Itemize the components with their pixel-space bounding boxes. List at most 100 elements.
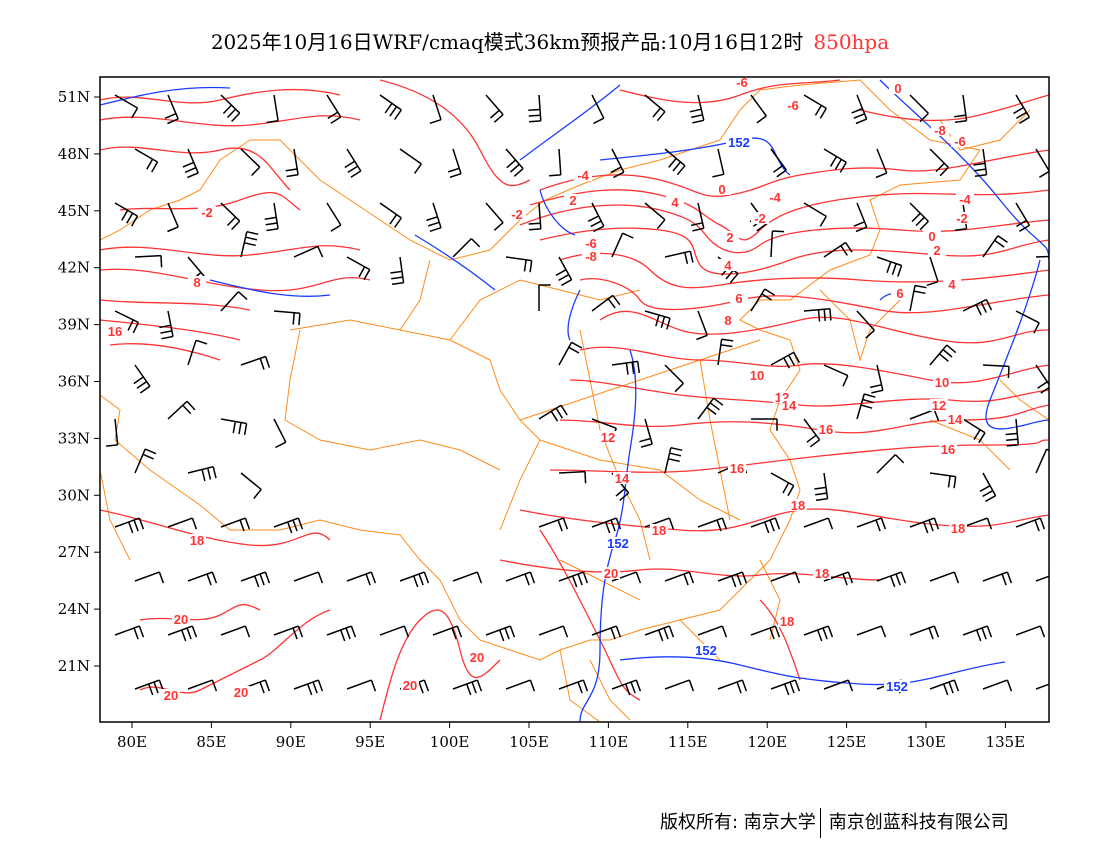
label-background — [582, 237, 600, 249]
height-contour-label: 152 — [728, 135, 750, 150]
temperature-contour-label: 14 — [615, 471, 630, 486]
temperature-contour-label: 10 — [750, 368, 764, 383]
wind-barb — [326, 202, 342, 232]
lon-label: 130E — [906, 733, 946, 751]
wind-barb — [823, 571, 854, 586]
temperature-contour-label: 14 — [948, 412, 963, 427]
wind-barb — [591, 294, 621, 312]
wind-barb — [485, 94, 504, 123]
wind-barb — [549, 148, 562, 177]
wind-barb — [346, 679, 377, 692]
wind-barb — [909, 202, 929, 231]
wind-barb — [1015, 517, 1046, 532]
label-background — [933, 376, 951, 388]
wind-barb — [485, 625, 516, 642]
label-background — [599, 431, 617, 443]
wind-barb — [273, 625, 304, 640]
temperature-contour-label: -4 — [577, 168, 589, 183]
wind-barb — [979, 472, 997, 503]
wind-barb — [326, 94, 342, 124]
wind-barb — [429, 94, 442, 125]
wind-barb — [823, 241, 853, 258]
lat-label: 30N — [58, 486, 90, 504]
wind-barb — [558, 341, 583, 366]
wind-barb — [220, 202, 241, 231]
lon-label: 110E — [589, 733, 629, 751]
label-background — [188, 534, 206, 546]
temperature-contour-label: -4 — [959, 192, 971, 207]
temperature-contour-label: 6 — [896, 286, 903, 301]
wind-barb — [293, 571, 324, 584]
label-background — [605, 537, 631, 549]
wind-barb — [875, 148, 888, 179]
province-lines — [284, 259, 761, 721]
label-background — [780, 399, 798, 411]
wind-barb — [134, 571, 165, 584]
label-background — [719, 259, 737, 271]
label-background — [162, 689, 180, 701]
wind-barb — [823, 364, 849, 387]
temperature-contour-label: -6 — [787, 98, 799, 113]
temperature-contour-label: 4 — [724, 258, 732, 273]
lon-label: 120E — [747, 733, 787, 751]
temperature-contour-label: 18 — [815, 566, 829, 581]
wind-barb — [528, 94, 542, 123]
wind-barb — [134, 254, 163, 268]
wind-barb — [973, 148, 988, 178]
wind-barb — [485, 202, 504, 231]
wind-barb — [664, 250, 694, 264]
wind-barb — [644, 94, 666, 122]
wind-barb — [167, 625, 198, 642]
wind-barb — [134, 448, 157, 474]
wind-barb — [870, 364, 884, 394]
wind-barb — [954, 94, 968, 124]
wind-barb — [750, 94, 767, 124]
label-background — [650, 524, 668, 536]
wind-barb — [558, 571, 589, 588]
wind-barb — [611, 232, 634, 258]
label-background — [813, 567, 831, 579]
wind-barb — [240, 230, 259, 258]
latitude-axis: 51N 48N 45N 42N 39N 36N 33N 30N 27N 24N 21N — [58, 88, 100, 675]
wind-barb — [909, 517, 940, 534]
lon-label: 115E — [668, 733, 708, 751]
wind-barb — [982, 571, 1013, 586]
wind-barb — [558, 470, 587, 484]
temperature-contour-label: -6 — [585, 236, 597, 251]
wind-barb — [803, 517, 834, 530]
label-background — [751, 212, 769, 224]
wind-barb — [346, 571, 377, 586]
lon-label: 80E — [117, 733, 147, 751]
wind-barb — [751, 418, 778, 431]
temperature-contour-label: 0 — [928, 229, 935, 244]
label-background — [930, 399, 948, 411]
wind-barb — [220, 517, 251, 532]
label-background — [693, 644, 719, 656]
wind-barb — [505, 679, 536, 692]
wind-barb — [664, 679, 695, 692]
wind-barb — [1015, 310, 1040, 334]
wind-barb — [803, 625, 834, 642]
wind-barb — [591, 94, 605, 125]
map-title: 2025年10月16日WRF/cmaq模式36km预报产品:10月16日12时 8… — [0, 26, 1100, 55]
lat-label: 27N — [58, 543, 90, 561]
temperature-contour-label: -8 — [934, 123, 946, 138]
lat-label: 21N — [58, 657, 90, 675]
height-labels: 152 152 152 152 — [605, 135, 910, 694]
wind-barb — [555, 256, 573, 287]
wind-barb — [909, 284, 927, 312]
wind-barb — [452, 238, 481, 258]
temperature-contour-label: 20 — [470, 650, 484, 665]
wind-barb — [285, 148, 299, 178]
temperature-contour-label: 18 — [791, 498, 805, 513]
wind-barb — [133, 364, 151, 394]
temperature-contour-label: -6 — [954, 134, 966, 149]
wind-barb — [644, 310, 671, 330]
wind-barb — [770, 679, 801, 696]
wind-barb — [770, 351, 801, 369]
wind-barb — [240, 355, 271, 370]
label-background — [401, 679, 419, 691]
label-background — [602, 567, 620, 579]
wind-barb — [750, 288, 776, 312]
label-background — [784, 99, 802, 111]
